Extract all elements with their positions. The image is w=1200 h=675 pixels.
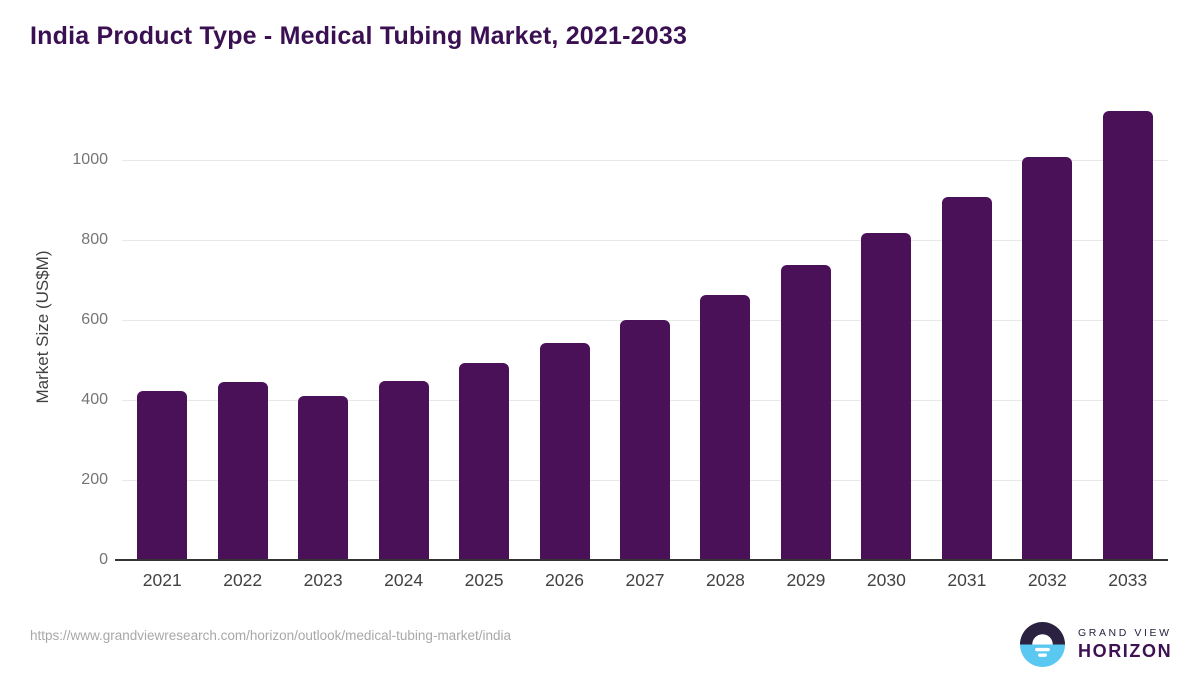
x-tick-label-2027: 2027	[625, 570, 665, 590]
x-tick-label-2022: 2022	[223, 570, 263, 590]
x-tick-label-2029: 2029	[786, 570, 826, 590]
bar-2032	[1022, 157, 1073, 560]
x-tick-label-2023: 2023	[303, 570, 343, 590]
x-tick-label-2030: 2030	[866, 570, 906, 590]
bar-2022	[217, 381, 268, 560]
x-axis-line	[115, 559, 1168, 561]
x-tick-label-2025: 2025	[464, 570, 504, 590]
y-tick-label-0: 0	[99, 551, 108, 568]
logo-wordmark: GRAND VIEW HORIZON	[1078, 627, 1172, 662]
horizon-sun-logo-icon	[1019, 621, 1066, 668]
bar-2024	[378, 380, 429, 560]
x-tick-label-2033: 2033	[1108, 570, 1148, 590]
gridline-1000	[122, 160, 1168, 161]
bar-2021	[137, 390, 188, 560]
x-tick-label-2026: 2026	[545, 570, 584, 590]
source-url: https://www.grandviewresearch.com/horizo…	[30, 628, 511, 643]
brand-logo: GRAND VIEW HORIZON	[1019, 621, 1172, 668]
x-tick-label-2032: 2032	[1027, 570, 1067, 590]
logo-grand-view-text: GRAND VIEW	[1078, 627, 1172, 639]
y-tick-label-1000: 1000	[72, 151, 108, 168]
bar-2026	[539, 343, 590, 560]
bar-2031	[941, 196, 992, 560]
bar-2025	[459, 362, 510, 560]
chart-title: India Product Type - Medical Tubing Mark…	[30, 22, 688, 50]
gridline-800	[122, 240, 1168, 241]
bar-2027	[620, 319, 670, 560]
bar-2033	[1102, 110, 1153, 560]
bar-2029	[780, 265, 831, 560]
x-tick-label-2031: 2031	[947, 570, 987, 590]
x-tick-label-2024: 2024	[384, 570, 424, 590]
y-tick-label-200: 200	[81, 471, 108, 488]
logo-horizon-text: HORIZON	[1078, 641, 1173, 661]
bar-2028	[700, 294, 751, 560]
bar-2023	[298, 396, 349, 560]
bar-2030	[861, 233, 912, 560]
x-tick-label-2021: 2021	[142, 570, 182, 590]
y-tick-label-600: 600	[81, 311, 108, 328]
y-tick-label-400: 400	[81, 391, 108, 408]
x-tick-label-2028: 2028	[705, 570, 745, 590]
y-tick-label-800: 800	[81, 231, 108, 248]
